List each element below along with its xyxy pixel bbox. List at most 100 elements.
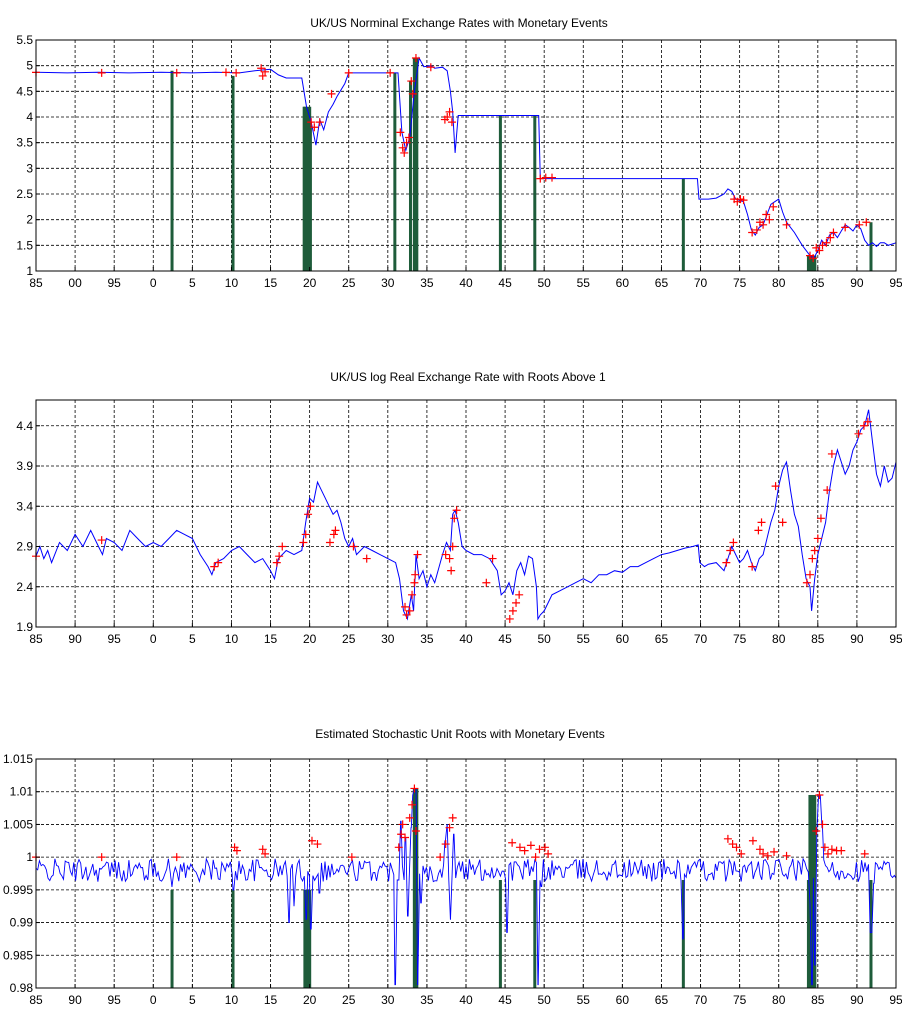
data-marker [210,562,219,571]
data-marker [344,68,353,77]
data-marker [445,823,454,832]
x-tick-label: 95 [108,993,122,1007]
x-tick-label: 5 [189,276,196,290]
y-tick-label: 2.9 [16,540,33,554]
x-tick-label: 70 [694,632,708,646]
data-marker [258,71,267,80]
data-marker [536,174,545,183]
data-marker [778,518,787,527]
data-marker [398,143,407,152]
x-tick-label: 60 [616,632,630,646]
x-tick-label: 20 [303,276,317,290]
y-tick-label: 3 [26,161,33,175]
data-marker [860,849,869,858]
data-marker [729,538,738,547]
data-marker [809,254,818,263]
x-tick-label: 90 [68,993,82,1007]
data-marker [306,502,315,511]
data-marker [823,486,832,495]
y-tick-label: 1.01 [10,785,34,799]
y-tick-label: 1.5 [16,238,33,252]
x-tick-label: 45 [498,993,512,1007]
data-marker [515,590,524,599]
data-marker [445,554,454,563]
event-band [808,794,817,988]
x-tick-label: 40 [459,276,473,290]
data-marker [859,421,868,430]
data-marker [823,849,832,858]
panel-nominal-exchange-rate: UK/US Norminal Exchange Rates with Monet… [16,16,902,290]
data-marker [349,542,358,551]
y-tick-label: 4.5 [16,84,33,98]
x-tick-label: 85 [29,632,43,646]
data-marker [782,220,791,229]
data-marker [737,849,746,858]
y-tick-label: 2.4 [16,580,33,594]
data-marker [862,218,871,227]
data-marker [408,800,417,809]
data-marker [759,220,768,229]
data-marker [548,173,556,182]
data-marker [214,558,223,567]
y-tick-label: 0.99 [10,916,34,930]
x-tick-label: 30 [381,632,395,646]
data-marker [841,223,850,232]
x-tick-label: 5 [189,993,196,1007]
data-marker [488,554,497,563]
data-marker [299,538,308,547]
data-marker [410,784,419,793]
x-tick-label: 80 [772,276,786,290]
x-tick-label: 95 [889,632,902,646]
y-tick-label: 0.98 [10,981,34,995]
x-tick-label: 20 [303,632,317,646]
data-marker [331,526,340,535]
data-marker [827,845,836,854]
data-marker [723,834,732,843]
x-tick-label: 70 [694,276,708,290]
y-tick-label: 3.9 [16,459,33,473]
x-tick-label: 60 [616,276,630,290]
data-marker [426,63,435,72]
x-tick-label: 25 [342,632,356,646]
x-tick-label: 50 [538,632,552,646]
y-tick-label: 4 [26,110,33,124]
chart-title: UK/US log Real Exchange Rate with Roots … [330,370,606,384]
data-marker [829,228,838,237]
x-tick-label: 55 [577,632,591,646]
data-marker [812,826,821,835]
x-tick-label: 10 [225,276,239,290]
x-tick-label: 50 [538,993,552,1007]
data-marker [450,514,459,523]
data-marker [826,233,835,242]
y-tick-label: 3.5 [16,136,33,150]
data-marker [411,53,420,62]
data-marker [765,215,774,224]
y-tick-label: 3.4 [16,499,33,513]
data-marker [413,550,422,559]
data-marker [396,128,405,137]
x-tick-label: 35 [420,276,434,290]
data-marker [261,67,270,76]
data-marker [172,853,181,862]
event-band [412,788,419,988]
event-band [808,255,817,271]
data-marker [508,838,517,847]
data-marker [771,482,780,491]
x-tick-label: 75 [733,993,747,1007]
data-marker [728,840,737,849]
x-tick-label: 55 [577,993,591,1007]
data-marker [411,570,420,579]
data-marker [307,836,316,845]
data-marker [822,238,831,247]
x-tick-label: 65 [655,993,669,1007]
data-marker [526,841,535,850]
data-marker [748,562,757,571]
data-marker [394,843,403,852]
x-tick-label: 90 [68,632,82,646]
data-marker [515,843,524,852]
data-marker [748,228,757,237]
data-marker [544,849,553,858]
data-marker [726,546,735,555]
data-marker [448,542,457,551]
data-marker [748,836,757,845]
